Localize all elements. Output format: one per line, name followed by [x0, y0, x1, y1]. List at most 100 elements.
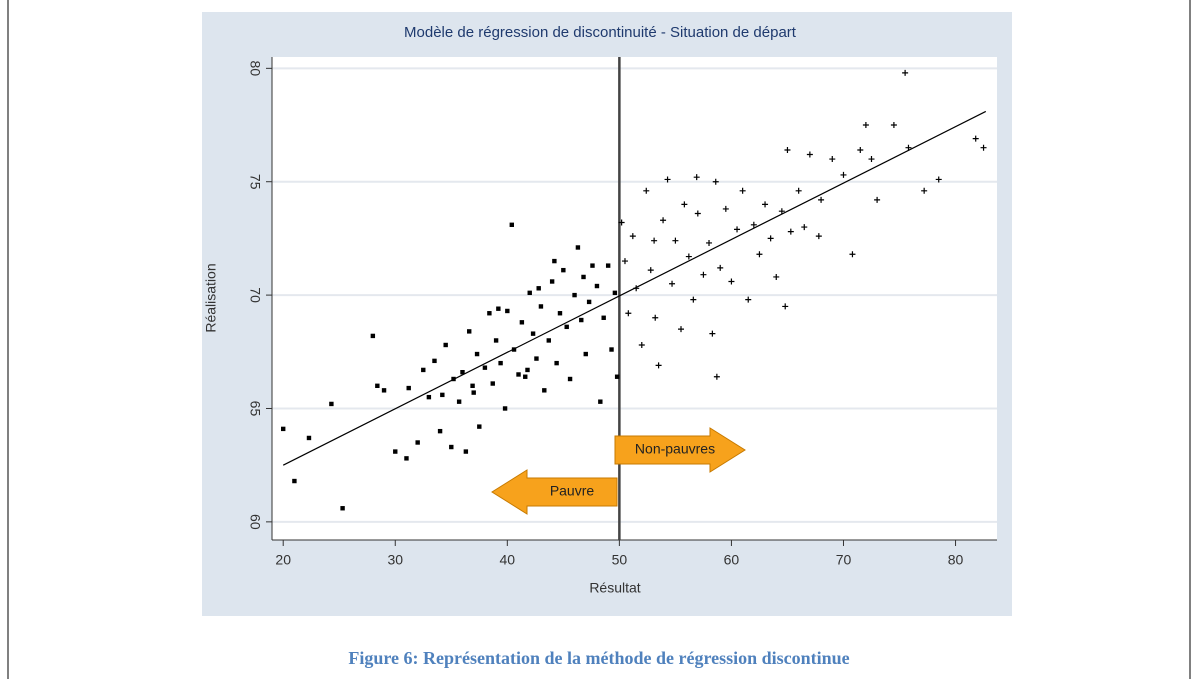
- point: [426, 394, 432, 400]
- point: [739, 187, 746, 194]
- point: [857, 146, 864, 153]
- point: [590, 263, 595, 268]
- point: [709, 330, 716, 337]
- point: [605, 263, 611, 268]
- point: [787, 228, 794, 235]
- point: [474, 351, 480, 357]
- point: [773, 273, 780, 280]
- point: [601, 315, 606, 320]
- point: [652, 314, 659, 321]
- point: [818, 196, 825, 203]
- point: [470, 383, 475, 389]
- plot-area: [272, 57, 997, 540]
- point: [502, 406, 508, 411]
- point: [477, 424, 482, 429]
- point: [456, 399, 462, 404]
- point: [598, 399, 603, 404]
- point: [829, 156, 836, 163]
- point: [862, 122, 869, 129]
- point: [523, 374, 528, 379]
- point: [546, 338, 551, 343]
- point: [713, 373, 720, 380]
- point: [750, 221, 757, 228]
- point: [440, 392, 445, 398]
- caption: Figure 6: Représentation de la méthode d…: [348, 648, 849, 668]
- point: [778, 208, 785, 215]
- point: [498, 360, 503, 366]
- point: [664, 176, 671, 183]
- point: [647, 267, 654, 274]
- point: [594, 283, 600, 289]
- point: [482, 365, 488, 370]
- point: [509, 222, 514, 228]
- point: [443, 342, 448, 348]
- point: [564, 324, 569, 330]
- point: [745, 296, 752, 303]
- point: [706, 239, 713, 246]
- point: [767, 235, 774, 242]
- point: [370, 333, 376, 339]
- point: [694, 210, 701, 217]
- point: [306, 435, 312, 441]
- point: [463, 449, 469, 454]
- arrow-left: [491, 469, 618, 515]
- point: [980, 144, 987, 151]
- point: [681, 201, 688, 208]
- point: [519, 320, 525, 325]
- y-tick-label: 75: [247, 174, 263, 190]
- point: [638, 341, 645, 348]
- point: [717, 264, 724, 271]
- point: [516, 372, 521, 377]
- point: [451, 376, 456, 382]
- x-tick-label: 30: [387, 552, 403, 568]
- point: [921, 187, 928, 194]
- point: [801, 224, 808, 231]
- point: [432, 358, 437, 364]
- point: [281, 426, 286, 432]
- point: [712, 178, 719, 185]
- point: [467, 329, 472, 334]
- point: [868, 156, 875, 163]
- point: [849, 251, 856, 258]
- point: [614, 374, 620, 379]
- point: [292, 478, 297, 484]
- point: [815, 233, 822, 240]
- point: [678, 326, 685, 333]
- point: [806, 151, 813, 158]
- point: [490, 381, 495, 386]
- point: [722, 205, 729, 212]
- y-tick-label: 80: [247, 61, 263, 77]
- point: [700, 271, 707, 278]
- annotation: Pauvre: [550, 483, 595, 499]
- point: [621, 258, 628, 265]
- point: [437, 428, 443, 434]
- point: [795, 187, 802, 194]
- point: [549, 279, 555, 284]
- point: [496, 306, 501, 311]
- point: [415, 440, 420, 445]
- point: [561, 267, 566, 273]
- point: [734, 226, 741, 233]
- point: [542, 388, 547, 393]
- grid: 60 65 70 75 80 20 30 40 50 60 70 80: [247, 57, 997, 568]
- x-tick-label: 20: [275, 552, 291, 568]
- point: [672, 237, 679, 244]
- point: [685, 253, 692, 260]
- x-axis-label: Résultat: [589, 580, 640, 596]
- point: [567, 376, 573, 382]
- point: [935, 176, 942, 183]
- y-tick-label: 70: [247, 287, 263, 303]
- x-tick-label: 80: [948, 552, 964, 568]
- x-tick-label: 60: [724, 552, 740, 568]
- point: [784, 146, 791, 153]
- point: [406, 385, 411, 391]
- point: [902, 69, 909, 76]
- y-axis-label: Réalisation: [203, 263, 219, 332]
- point: [612, 290, 618, 296]
- point: [530, 331, 536, 336]
- point: [782, 303, 789, 310]
- point: [575, 245, 581, 250]
- point: [404, 456, 409, 461]
